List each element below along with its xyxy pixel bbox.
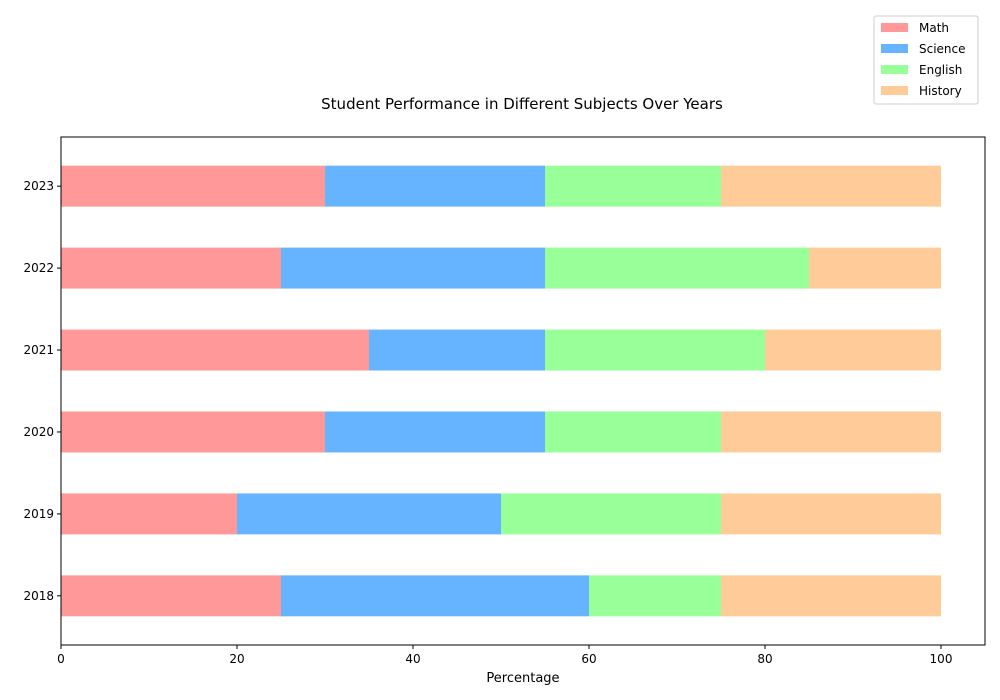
bar-history-2023: [721, 165, 941, 207]
x-tick-label: 60: [581, 652, 596, 666]
legend[interactable]: Math Science English History: [873, 15, 979, 105]
bars-layer: [61, 165, 941, 617]
bar-history-2021: [765, 329, 941, 371]
legend-label-math: Math: [919, 21, 949, 35]
legend-label-history: History: [919, 84, 962, 98]
bar-science-2018: [281, 575, 589, 617]
plot-frame: [60, 136, 986, 646]
x-tick-label: 20: [229, 652, 244, 666]
x-tick-label: 80: [757, 652, 772, 666]
bar-english-2018: [589, 575, 721, 617]
bar-math-2019: [61, 493, 237, 535]
x-axis-label: Percentage: [486, 671, 559, 686]
bar-math-2022: [61, 247, 281, 289]
x-tick-label: 40: [405, 652, 420, 666]
bar-math-2021: [61, 329, 369, 371]
bar-english-2022: [545, 247, 809, 289]
bar-history-2022: [809, 247, 941, 289]
bar-science-2022: [281, 247, 545, 289]
bar-history-2019: [721, 493, 941, 535]
bar-science-2020: [325, 411, 545, 453]
legend-swatch-math: [881, 23, 908, 32]
bar-science-2021: [369, 329, 545, 371]
legend-box: [873, 15, 979, 105]
y-tick-label: 2018: [23, 589, 54, 603]
legend-label-english: English: [919, 63, 962, 77]
x-tick-label: 0: [57, 652, 65, 666]
bar-english-2023: [545, 165, 721, 207]
bar-english-2021: [545, 329, 765, 371]
bar-english-2020: [545, 411, 721, 453]
y-tick-label: 2020: [23, 425, 54, 439]
bar-math-2018: [61, 575, 281, 617]
y-tick-label: 2023: [23, 179, 54, 193]
bar-history-2020: [721, 411, 941, 453]
legend-swatch-science: [881, 44, 908, 53]
y-axis: 2018 2019 2020 2021 2022 2023: [23, 179, 61, 603]
bar-english-2019: [501, 493, 721, 535]
bar-math-2020: [61, 411, 325, 453]
y-tick-label: 2022: [23, 261, 54, 275]
y-tick-label: 2021: [23, 343, 54, 357]
x-tick-label: 100: [930, 652, 953, 666]
bar-science-2023: [325, 165, 545, 207]
y-tick-label: 2019: [23, 507, 54, 521]
legend-swatch-history: [881, 86, 908, 95]
legend-label-science: Science: [919, 42, 966, 56]
x-axis: 0 20 40 60 80 100: [57, 645, 952, 666]
bar-history-2018: [721, 575, 941, 617]
bar-science-2019: [237, 493, 501, 535]
bar-math-2023: [61, 165, 325, 207]
legend-swatch-english: [881, 65, 908, 74]
chart-title: Student Performance in Different Subject…: [321, 95, 723, 113]
